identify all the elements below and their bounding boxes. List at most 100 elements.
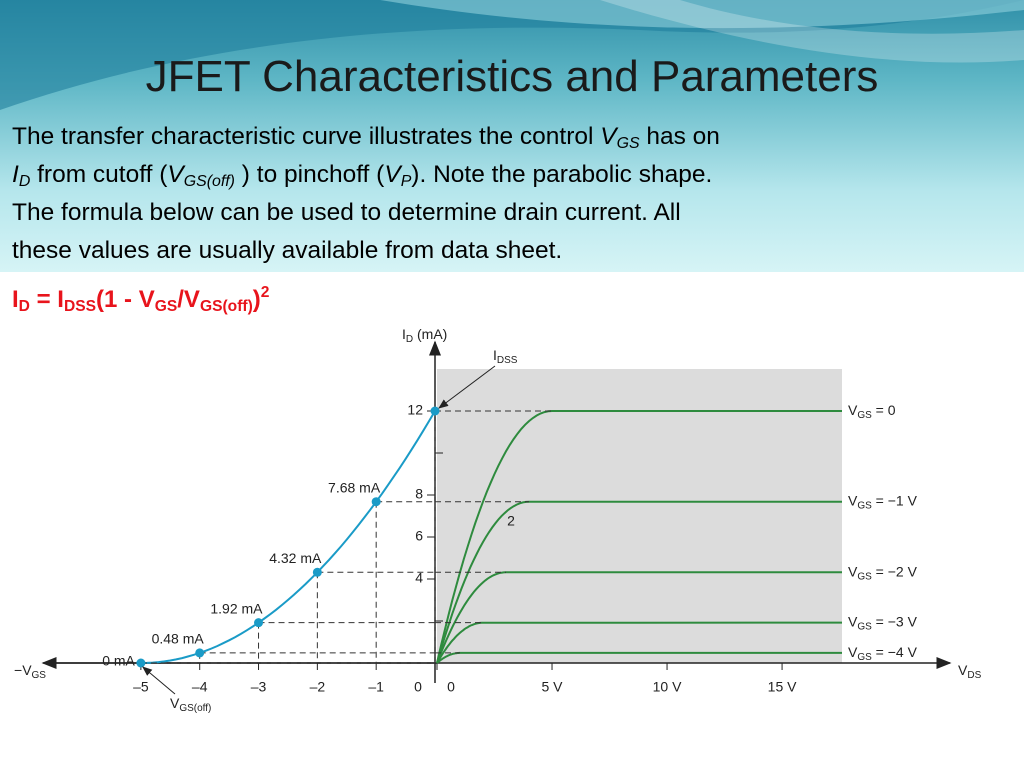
x-tick-label: –4 xyxy=(192,679,208,695)
value-label: 4.32 mA xyxy=(269,550,322,566)
transfer-point xyxy=(195,648,205,658)
value-label: 7.68 mA xyxy=(328,479,381,495)
transfer-curve xyxy=(140,410,436,664)
subscript: DSS xyxy=(64,298,96,315)
text-run: ) to pinchoff ( xyxy=(234,161,385,188)
x-tick-label: –5 xyxy=(133,679,149,695)
label-main: I xyxy=(402,326,406,342)
label-sub: GS xyxy=(857,621,872,632)
text-run: V xyxy=(600,123,617,150)
axis-label: ID (mA) xyxy=(402,326,447,345)
body-line: The formula below can be used to determi… xyxy=(12,194,720,232)
label-main: V xyxy=(848,492,858,508)
value-label: 0.48 mA xyxy=(152,631,205,647)
transfer-point xyxy=(312,567,322,577)
x2-tick-label: 10 V xyxy=(653,679,682,695)
slide-body: The transfer characteristic curve illust… xyxy=(12,118,720,270)
x2-tick-label: 0 xyxy=(447,679,455,695)
text-run: has on xyxy=(639,123,720,150)
text-run: GS xyxy=(154,298,178,315)
transfer-point xyxy=(371,497,381,507)
subscript: D xyxy=(19,298,30,315)
subscript: GS(off) xyxy=(200,298,253,315)
body-line: The transfer characteristic curve illust… xyxy=(12,118,720,156)
text-run: V xyxy=(384,161,401,188)
label-rest: = −1 V xyxy=(872,492,918,508)
label-sub: D xyxy=(406,334,413,345)
label-main: V xyxy=(170,695,180,711)
transfer-point xyxy=(136,658,146,668)
text-run: The formula below can be used to determi… xyxy=(12,199,681,226)
axis-label: −VGS xyxy=(14,662,46,681)
label-main: V xyxy=(958,662,968,678)
label-main: V xyxy=(848,563,858,579)
label-rest: (mA) xyxy=(413,326,447,342)
value-label: 1.92 mA xyxy=(210,600,263,616)
label-main: V xyxy=(848,613,858,629)
drain-curve xyxy=(436,621,843,664)
header-band xyxy=(0,0,1024,272)
text-run: 2 xyxy=(260,284,270,301)
x-tick-label: –3 xyxy=(251,679,267,695)
text-run: DSS xyxy=(63,298,97,315)
x-tick-label: –1 xyxy=(368,679,384,695)
text-run: GS xyxy=(616,135,640,152)
callout xyxy=(438,365,496,409)
drain-curve xyxy=(436,571,843,664)
subscript: GS xyxy=(155,298,178,315)
axis-label: VDS xyxy=(958,662,982,681)
transfer-point xyxy=(430,406,440,416)
superscript: 2 xyxy=(261,284,270,301)
axis-label: VGS = −2 V xyxy=(848,563,918,582)
label-sub: GS xyxy=(857,571,872,582)
header-waves xyxy=(0,0,1024,110)
text-run: GS(off) xyxy=(183,173,235,190)
text-run: from cutoff ( xyxy=(30,161,168,188)
text-run: I xyxy=(12,286,19,313)
text-run: V xyxy=(167,161,184,188)
text-run: D xyxy=(18,173,31,190)
label-main: V xyxy=(848,402,858,418)
subscript: GS xyxy=(617,135,640,152)
y-tick-label: 8 xyxy=(415,486,423,502)
axis-label: VGS = 0 xyxy=(848,402,896,421)
label-sub: DSS xyxy=(497,355,518,366)
text-run: ). Note the parabolic shape. xyxy=(411,161,713,188)
y-tick-label: 12 xyxy=(407,402,423,418)
text-run: ) xyxy=(252,286,261,313)
label-main: I xyxy=(493,347,497,363)
subscript: P xyxy=(401,173,412,190)
text-run: /V xyxy=(177,286,200,313)
label-main: V xyxy=(848,644,858,660)
label-rest: = 0 xyxy=(872,402,896,418)
text-run: I xyxy=(12,161,19,188)
subscript: D xyxy=(19,173,31,190)
label-sub: GS xyxy=(857,652,872,663)
y-tick-label: 6 xyxy=(415,528,423,544)
formula: ID = IDSS(1 - VGS/VGS(off))2 xyxy=(12,284,270,315)
x-tick-label: 0 xyxy=(414,679,422,695)
axis-label: VGS = −3 V xyxy=(848,613,918,632)
text-run: = I xyxy=(29,286,64,313)
callout xyxy=(142,666,176,695)
label-sub: GS(off) xyxy=(179,703,211,714)
text-run: (1 - V xyxy=(96,286,155,313)
value-label: 0 mA xyxy=(102,653,135,669)
axis-label: IDSS xyxy=(493,347,518,366)
y-tick-label: 4 xyxy=(415,570,423,586)
label-sub: GS xyxy=(857,410,872,421)
curve-note: 2 xyxy=(507,513,515,529)
axis-label: VGS = −1 V xyxy=(848,492,918,511)
drain-curve xyxy=(436,500,843,664)
transfer-point xyxy=(254,618,264,628)
text-run: The transfer characteristic curve illust… xyxy=(12,123,601,150)
label-sub: DS xyxy=(967,670,981,681)
body-line: these values are usually available from … xyxy=(12,232,720,270)
label-sub: GS xyxy=(32,670,47,681)
saturation-region xyxy=(437,369,842,663)
label-main: −V xyxy=(14,662,32,678)
axis-label: VGS = −4 V xyxy=(848,644,918,663)
axis-label: VGS(off) xyxy=(170,695,211,714)
x-tick-label: –2 xyxy=(310,679,326,695)
